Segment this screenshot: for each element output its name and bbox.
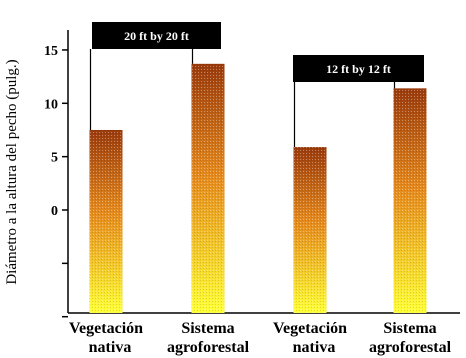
axes: 0 5 10 15 Diámetro a la altura del pecho (pu…: [4, 30, 460, 318]
group-tag-box: [92, 22, 221, 49]
y-tick-label: 10: [44, 97, 58, 112]
y-tick-label: 0: [51, 204, 58, 219]
group-tags: 20 ft by 20 ft 12 ft by 12 ft: [89, 22, 424, 148]
y-tick-label: 15: [44, 44, 58, 59]
bar-texture: [293, 147, 327, 313]
x-category-label: Vegetación: [273, 320, 347, 337]
x-category-label: nativa: [89, 339, 132, 356]
x-category-label: nativa: [293, 339, 336, 356]
bars: [89, 63, 427, 313]
x-category-label: agroforestal: [167, 339, 250, 356]
x-category-label: agroforestal: [369, 339, 452, 356]
bar-texture: [89, 129, 123, 313]
y-axis-label: Diámetro a la altura del pecho (pulg.): [4, 59, 20, 284]
y-tick-label: 5: [51, 151, 58, 166]
bar-texture: [393, 88, 427, 313]
x-category-label: Sistema: [383, 320, 436, 337]
group-tag-box: [293, 55, 424, 82]
bar-texture: [191, 63, 225, 313]
x-category-label: Sistema: [181, 320, 234, 337]
group-tag-label: 20 ft by 20 ft: [124, 29, 189, 43]
group-tag-label: 12 ft by 12 ft: [326, 62, 391, 76]
category-labels: Vegetación nativa Sistema agroforestal Veget…: [69, 320, 452, 356]
x-category-label: Vegetación: [69, 320, 143, 337]
